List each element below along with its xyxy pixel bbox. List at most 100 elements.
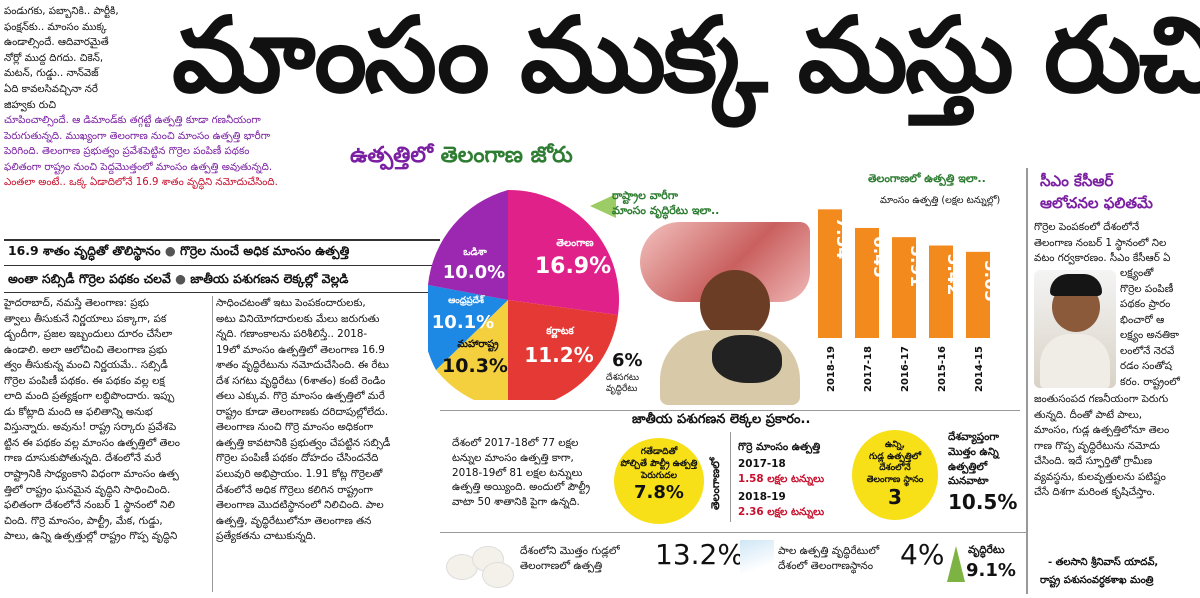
side-line: గొర్రెల పెంపకంలో దేశంలోనే — [1034, 221, 1140, 233]
badge-line: దేశంలోనే — [879, 463, 911, 473]
strip-text: 16.9 శాతం వృద్ధితో తొలిస్థానం — [8, 243, 161, 258]
pie-label-value: 16.9% — [534, 254, 612, 279]
bar-value-label: 6.45 — [869, 236, 889, 278]
column-divider — [1026, 168, 1028, 594]
article-line: దేశ సగటు వృద్ధిరేటు (6శాతం) కంటే రెండిం — [216, 374, 386, 387]
callout-arrow-icon — [590, 194, 616, 218]
article-column-2: సాధించటంతో ఇటు పెంపకందారులకు, అటు వినియోగ… — [216, 296, 436, 545]
article-line: ఉండాలి. అలా ఆలోచించి తెలంగాణ ప్రభు — [4, 343, 168, 356]
side-line: తెలంగాణ నంబర్ 1 స్థానంలో నిల — [1034, 236, 1167, 249]
side-text-right: లక్ష్యంతో గొర్రెల పంపిణీ పథకం ప్రారం భిం… — [1120, 266, 1200, 390]
article-line: ట్టిన ఈ పథకం వల్ల మాంసం ఉత్పత్తిలో తెలం — [4, 436, 180, 449]
intro-line: నోర్లో ముద్ద దిగదు. చికెన్, — [4, 52, 104, 64]
badge-line: తెలంగాణ స్థానం — [866, 474, 924, 485]
side-line: జంతుసంపద గణనీయంగా పెరుగు — [1034, 393, 1169, 405]
article-line: పలువురి అభిప్రాయం. 1.91 కోట్ల గొర్రెలతో — [216, 468, 383, 481]
article-line: త్తిలో రాష్ట్రం ఘనమైన వృద్ధిని సాధించింద… — [4, 483, 171, 496]
pie-label-value: 10.1% — [431, 312, 495, 333]
bar — [966, 251, 990, 338]
bar-value-label: 5.42 — [943, 254, 963, 296]
signature: - తలసాని శ్రీనివాస్ యాదవ్, — [1048, 557, 1159, 568]
side-line: పథకం ప్రారం — [1120, 298, 1171, 311]
telangana-vertical-label: తెలంగాణలో — [709, 457, 722, 510]
pie-label-value: 11.2% — [524, 343, 594, 367]
article-line: 19లో మాంసం ఉత్పత్తిలో తెలంగాణ 16.9 — [216, 343, 385, 356]
pie-label-name: తెలంగాణ — [556, 238, 594, 249]
share-line: దేశవ్యాప్తంగా — [948, 431, 999, 443]
share-line: ఉత్పత్తిలో — [948, 460, 988, 473]
column-divider — [212, 296, 213, 592]
wool-rank-badge: ఉన్ని, గుడ్ల ఉత్పత్తిలో దేశంలోనే తెలంగాణ… — [852, 430, 938, 520]
census-line: 2018-19లో 81 లక్షల టన్నులు — [452, 466, 583, 479]
lamb-image — [712, 335, 782, 383]
article-line: డు కోట్లాది మంది ఆ ఫలితాన్ని అనుభ — [4, 405, 153, 418]
intro-colored: చూపించాల్సిందే. ఆ డిమాండ్‌కు తగ్గట్టే ఉత… — [4, 113, 364, 191]
pie-slice-telangana — [508, 189, 620, 315]
divider — [440, 532, 1026, 533]
intro-colored-line: చూపించాల్సిందే. ఆ డిమాండ్‌కు తగ్గట్టే ఉత… — [4, 115, 261, 126]
side-line: రడం సంతోష — [1120, 360, 1172, 373]
label-line: దేశంలో తెలంగాణస్థానం — [778, 560, 874, 572]
national-average-label: దేశసగటు వృద్ధిరేటు — [606, 373, 639, 395]
label-line: దేశసగటు — [606, 373, 639, 383]
growth-value: 9.1% — [966, 560, 1016, 581]
article-line: విస్తున్నారు. అవును! రాష్ట్ర సర్కారు ప్ర… — [4, 421, 177, 434]
minister-shirt-image — [1040, 334, 1110, 388]
article-line: త్వం తీసుకున్న మంచి నిర్ణయమే.. సబ్సిడీ — [4, 359, 168, 372]
intro-line: ఉండాల్సిందే. ఆదివారమైతే — [4, 37, 109, 49]
intro-line: మటన్, గుడ్డు.. నాన్‌వెజ్ — [4, 68, 99, 80]
minister-photo — [1034, 270, 1116, 388]
badge-line: గుడ్ల ఉత్పత్తిలో — [868, 451, 922, 462]
mutton-year: 2017-18 — [738, 457, 786, 470]
designation: రాష్ట్ర పశుసంవర్ధకశాఖ మంత్రి — [1040, 575, 1154, 586]
bar-category-label: 2014-15 — [974, 346, 985, 392]
badge-line: ఉన్ని, — [885, 440, 905, 450]
article-line: హైదరాబాద్, నమస్తే తెలంగాణ: ప్రభు — [4, 297, 149, 309]
side-line: లంలోనే నెరవే — [1120, 344, 1175, 357]
badge-line: పెరుగుదల — [641, 471, 677, 481]
bar-value-label: 5.91 — [906, 245, 926, 287]
side-line: లక్ష్యంతో — [1120, 267, 1154, 279]
pie-label-name: కర్ణాటక — [546, 326, 574, 337]
pie-label-name: ఒడిశా — [463, 247, 487, 258]
side-line: చేసింది. ఇదే స్ఫూర్తితో గ్రామీణ — [1034, 455, 1153, 468]
side-line: వటం గర్వకారణం. సీఎం కేసీఆర్ ఏ — [1034, 252, 1171, 265]
article-line: తెలంగాణ మొదటిస్థానంలో నిలిచింది. పాల — [216, 499, 384, 512]
mutton-table: గొర్రె మాంసం ఉత్పత్తి 2017-18 1.58 లక్షల… — [738, 440, 858, 520]
mutton-value: 2.36 లక్షల టన్నులు — [738, 506, 825, 519]
census-line: వాటా 50 శాతానికి పైగా ఉన్నది. — [452, 496, 580, 509]
share-line: మనవాటా — [948, 475, 989, 488]
intro-colored-line: ఎంతలా అంటే.. ఒక్క ఏడాదిలోనే 16.9 శాతం వృ… — [4, 177, 278, 189]
eggs-image — [446, 542, 516, 588]
pie-callout: రాష్ట్రాల వారీగా మాంసం వృద్ధిరేటు ఇలా.. — [612, 188, 719, 218]
side-line: చేసే దిశగా మరింత కృషిచేస్తాం. — [1034, 486, 1156, 499]
intro-colored-line: పెరుగుతున్నది. ముఖ్యంగా తెలంగాణ నుంచి మా… — [4, 130, 271, 142]
article-line: చింది. గొర్రె మాంసం, పాల్ట్రీ, మేక, గుడ్… — [4, 514, 163, 527]
side-title-line: ఆలోచనల ఫలితమే — [1040, 194, 1153, 212]
article-line: ఉత్పత్తి కావటానికి ప్రభుత్వం చేపట్టిన సబ… — [216, 436, 391, 449]
intro-colored-line: ఫలితంగా రాష్ట్రం నుంచి పెద్దమొత్తంలో మాం… — [4, 161, 273, 173]
strip-line-2: అంతా సబ్సిడీ గొర్రెల పథకం చలవే ● జాతీయ ప… — [8, 271, 440, 289]
article-line: ఉత్పత్తి, వృద్ధిరేటులోనూ తెలంగాణ తన — [216, 514, 372, 527]
bar-category-label: 2017-18 — [863, 346, 874, 392]
intro-text: పండుగకు, పబ్బానికి.. పార్టీకి, ఫంక్షన్‌క… — [4, 4, 164, 113]
census-line: దేశంలో 2017-18లో 77 లక్షల — [452, 437, 579, 449]
farmer-head-image — [700, 270, 770, 340]
side-line: తున్నది. దీంతో పాటే పాలు, — [1034, 408, 1143, 421]
side-text-top: గొర్రెల పెంపకంలో దేశంలోనే తెలంగాణ నంబర్ … — [1034, 220, 1198, 267]
subhead-part1: ఉత్పత్తిలో — [350, 143, 441, 168]
badge-line: పోల్చితే పౌల్ట్రీ ఉత్పత్తి — [620, 459, 698, 469]
pie-slice-andhra — [428, 285, 508, 370]
bar-value-label: 5.05 — [980, 260, 1000, 302]
strip-text: అంతా సబ్సిడీ గొర్రెల పథకం చలవే — [8, 271, 171, 286]
pie-slice-odisha — [428, 190, 508, 300]
mutton-title: గొర్రె మాంసం ఉత్పత్తి — [738, 441, 821, 453]
bar-chart-subtitle: మాంసం ఉత్పత్తి (లక్షల టన్నుల్లో) — [880, 195, 1001, 206]
intro-colored-line: పెరిగింది. తెలంగాణ ప్రభుత్వం ప్రవేశపెట్ట… — [4, 146, 250, 158]
badge-value: 3 — [888, 485, 902, 509]
strip-text: గొర్రెల నుంచే అధిక మాంసం ఉత్పత్తి — [180, 243, 350, 258]
bar — [818, 209, 842, 338]
side-title: సీఎం కేసీఆర్ ఆలోచనల ఫలితమే — [1040, 170, 1153, 214]
side-line: భించారో ఆ — [1120, 313, 1165, 326]
article-line: శాతం వృద్ధిరేటును నమోదుచేసింది. ఈ రేటు — [216, 359, 389, 372]
